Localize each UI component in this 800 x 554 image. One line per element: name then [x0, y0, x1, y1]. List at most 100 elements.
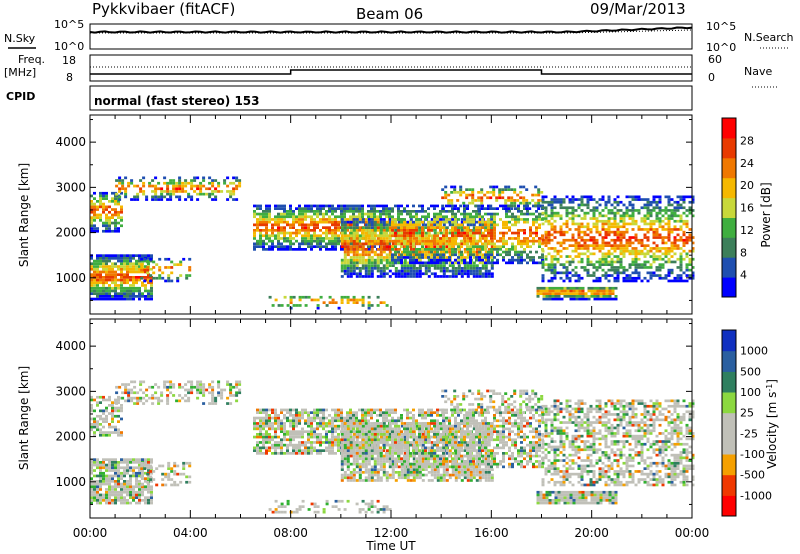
heatmap-cell	[691, 266, 695, 269]
heatmap-cell	[316, 306, 320, 310]
heatmap-cell	[580, 198, 584, 201]
heatmap-cell	[661, 225, 665, 229]
heatmap-cell	[577, 255, 581, 258]
heatmap-cell	[111, 404, 114, 407]
heatmap-cell	[625, 268, 629, 272]
heatmap-cell	[93, 496, 96, 499]
heatmap-cell	[96, 254, 99, 257]
heatmap-cell	[343, 258, 347, 262]
heatmap-cell	[382, 245, 386, 248]
colorbar-swatch	[722, 217, 736, 238]
heatmap-cell	[490, 272, 494, 276]
heatmap-cell	[147, 477, 150, 480]
heatmap-cell	[108, 433, 111, 437]
heatmap-cell	[117, 496, 120, 499]
heatmap-cell	[364, 237, 368, 240]
heatmap-cell	[454, 231, 458, 235]
heatmap-cell	[316, 204, 319, 208]
heatmap-cell	[643, 228, 647, 231]
heatmap-cell	[142, 192, 146, 196]
heatmap-cell	[604, 244, 608, 247]
heatmap-cell	[138, 463, 141, 467]
heatmap-cell	[394, 237, 398, 240]
heatmap-cell	[193, 385, 197, 389]
heatmap-cell	[487, 253, 490, 257]
heatmap-cell	[304, 226, 307, 229]
heatmap-cell	[133, 396, 137, 400]
heatmap-cell	[691, 276, 695, 280]
heatmap-cell	[499, 218, 502, 221]
heatmap-cell	[535, 261, 538, 265]
heatmap-cell	[433, 261, 436, 265]
heatmap-cell	[307, 226, 310, 229]
heatmap-cell	[90, 297, 93, 301]
heatmap-cell	[310, 242, 313, 246]
heatmap-cell	[430, 245, 433, 248]
heatmap-cell	[121, 383, 125, 386]
heatmap-cell	[463, 237, 466, 240]
heatmap-cell	[181, 184, 185, 188]
heatmap-cell	[487, 229, 490, 232]
heatmap-cell	[138, 278, 141, 282]
heatmap-cell	[409, 248, 413, 251]
heatmap-cell	[289, 248, 292, 251]
heatmap-cell	[349, 261, 353, 265]
heatmap-cell	[111, 289, 114, 293]
heatmap-cell	[229, 391, 233, 395]
heatmap-cell	[490, 234, 493, 238]
heatmap-cell	[528, 201, 532, 205]
heatmap-cell	[501, 191, 505, 194]
heatmap-cell	[289, 424, 292, 428]
heatmap-cell	[628, 274, 632, 277]
heatmap-cell	[622, 266, 626, 269]
heatmap-cell	[550, 206, 554, 210]
heatmap-cell	[166, 380, 170, 384]
heatmap-cell	[93, 202, 96, 206]
nsky-frame	[89, 23, 693, 50]
heatmap-cell	[182, 257, 186, 261]
heatmap-cell	[676, 203, 680, 207]
heatmap-cell	[262, 223, 265, 227]
heatmap-cell	[99, 482, 102, 486]
heatmap-cell	[450, 185, 454, 189]
heatmap-cell	[105, 420, 108, 423]
heatmap-cell	[544, 268, 548, 272]
heatmap-cell	[346, 239, 350, 243]
heatmap-cell	[563, 286, 567, 290]
heatmap-cell	[498, 193, 502, 197]
heatmap-cell	[388, 264, 392, 267]
heatmap-cell	[400, 218, 403, 221]
heatmap-cell	[658, 200, 662, 204]
heatmap-cell	[313, 204, 316, 208]
heatmap-cell	[340, 207, 343, 210]
heatmap-cell	[135, 265, 138, 268]
heatmap-cell	[265, 210, 268, 213]
heatmap-cell	[376, 242, 380, 246]
heatmap-cell	[469, 223, 473, 227]
heatmap-cell	[553, 263, 557, 266]
heatmap-cell	[664, 206, 668, 210]
heatmap-cell	[688, 249, 692, 253]
heatmap-cell	[217, 181, 221, 185]
heatmap-cell	[274, 215, 277, 219]
heatmap-cell	[436, 253, 439, 257]
heatmap-cell	[150, 496, 153, 499]
heatmap-cell	[373, 207, 376, 210]
heatmap-cell	[310, 229, 313, 232]
heatmap-cell	[331, 210, 334, 213]
heatmap-cell	[605, 297, 609, 301]
heatmap-cell	[382, 210, 385, 213]
heatmap-cell	[358, 218, 361, 221]
heatmap-cell	[376, 258, 380, 262]
heatmap-cell	[259, 449, 262, 452]
heatmap-cell	[415, 242, 419, 246]
heatmap-cell	[496, 245, 499, 248]
heatmap-cell	[525, 204, 529, 208]
heatmap-cell	[605, 292, 609, 295]
heatmap-cell	[262, 210, 265, 213]
heatmap-cell	[262, 441, 265, 444]
heatmap-cell	[190, 388, 194, 392]
heatmap-cell	[295, 430, 298, 433]
heatmap-cell	[487, 242, 491, 246]
heatmap-cell	[460, 229, 464, 232]
